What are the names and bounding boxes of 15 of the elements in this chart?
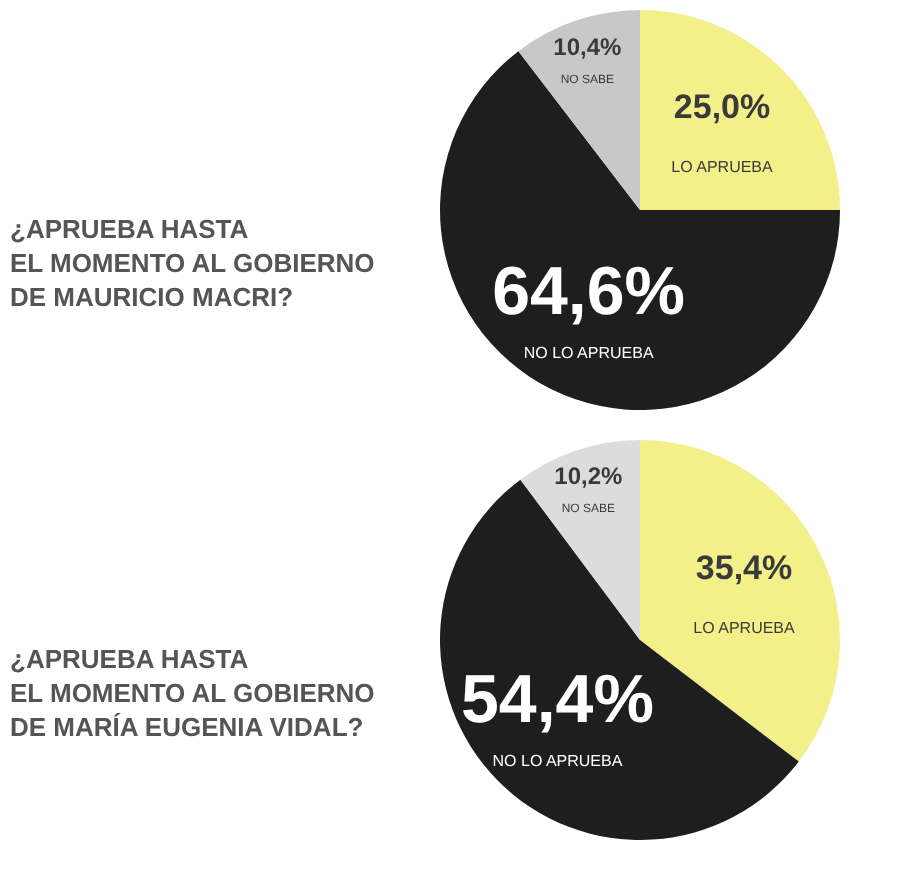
data-label: 25,0% — [673, 87, 771, 126]
pie-slice — [640, 10, 840, 210]
data-label: 54,4% — [461, 661, 654, 738]
slice-label: NO LO APRUEBA — [523, 344, 655, 363]
data-label: 10,4% — [553, 32, 623, 61]
data-label: 35,4% — [695, 548, 793, 587]
slice-label: LO APRUEBA — [693, 618, 797, 637]
pie-slice — [520, 440, 640, 640]
data-label: 10,2% — [554, 462, 624, 491]
data-label: 64,6% — [492, 254, 686, 331]
slice-label: LO APRUEBA — [671, 157, 775, 176]
pie-slice — [518, 10, 640, 210]
text: ¿APRUEBA HASTA EL MOMENTO AL GOBIERNO DE MARÍA EUGENIA VIDAL? — [10, 644, 375, 742]
text: ¿APRUEBA HASTA EL MOMENTO AL GOBIERNO DE MAURICIO MACRI? — [10, 214, 375, 312]
slice-label: NO LO APRUEBA — [492, 751, 624, 770]
